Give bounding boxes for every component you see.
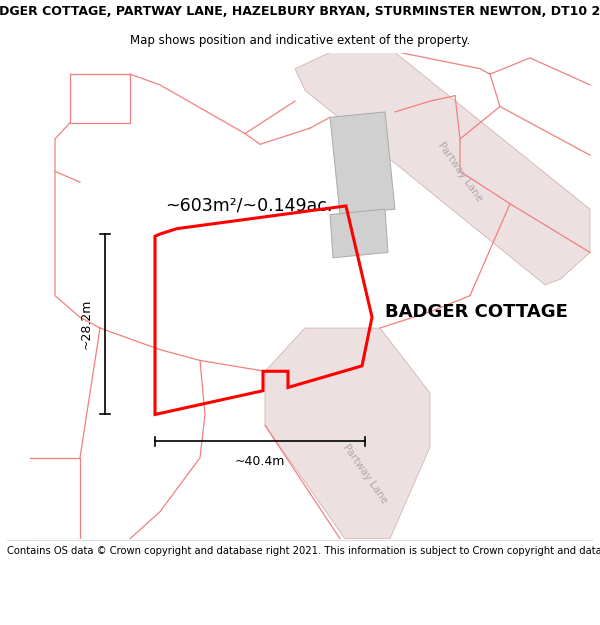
- Text: ~40.4m: ~40.4m: [235, 456, 285, 468]
- Polygon shape: [265, 328, 430, 539]
- Text: BADGER COTTAGE, PARTWAY LANE, HAZELBURY BRYAN, STURMINSTER NEWTON, DT10 2DP: BADGER COTTAGE, PARTWAY LANE, HAZELBURY …: [0, 5, 600, 18]
- Text: Map shows position and indicative extent of the property.: Map shows position and indicative extent…: [130, 34, 470, 48]
- Text: ~28.2m: ~28.2m: [80, 299, 93, 349]
- Polygon shape: [330, 112, 395, 214]
- Polygon shape: [330, 209, 388, 258]
- Text: Partway Lane: Partway Lane: [436, 140, 484, 203]
- Text: BADGER COTTAGE: BADGER COTTAGE: [385, 303, 568, 321]
- Text: ~603m²/~0.149ac.: ~603m²/~0.149ac.: [165, 197, 332, 214]
- Polygon shape: [295, 52, 590, 285]
- Text: Contains OS data © Crown copyright and database right 2021. This information is : Contains OS data © Crown copyright and d…: [7, 546, 600, 556]
- Text: Partway Lane: Partway Lane: [341, 442, 389, 506]
